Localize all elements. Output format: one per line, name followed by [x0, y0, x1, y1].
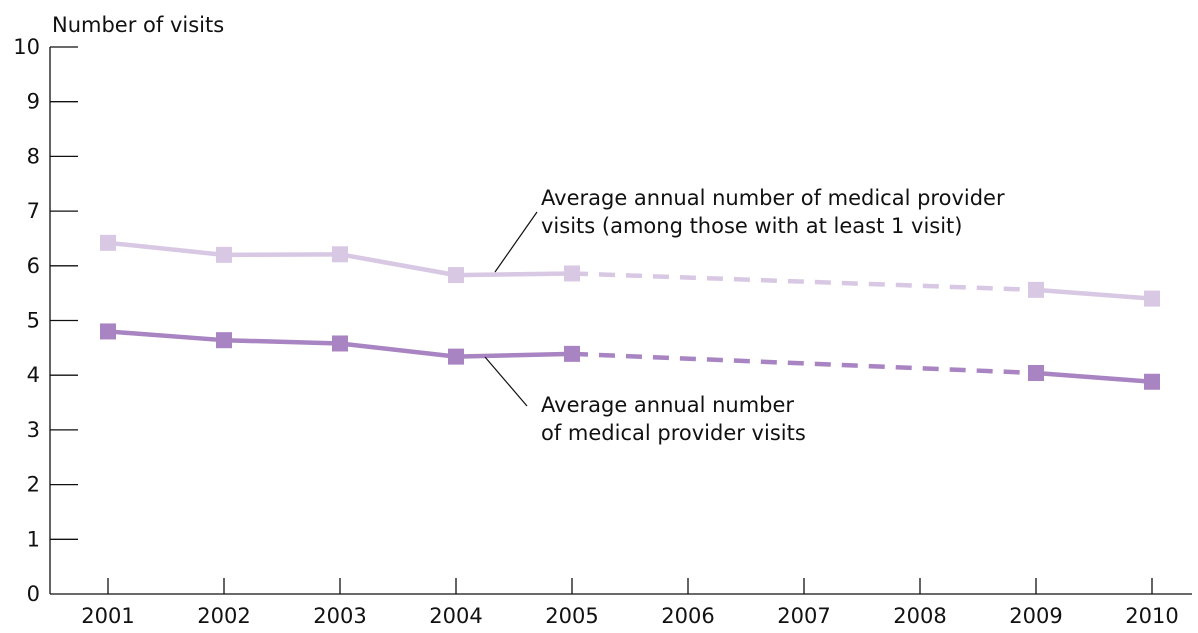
series-0-line-segment: [339, 252, 457, 278]
series-1-line-segment: [455, 351, 573, 359]
x-tick-label: 2010: [1125, 604, 1178, 628]
series-0-label-line: Average annual number of medical provide…: [541, 186, 1005, 210]
series-0-line-segment: [455, 271, 573, 278]
series-1-leader-line: [484, 356, 528, 407]
series-0-dashed-segment: [571, 271, 1037, 293]
series-1-marker: [448, 348, 464, 365]
series-0-leader-line: [494, 211, 538, 273]
series-1-marker: [216, 332, 232, 349]
y-tick-label: 9: [27, 90, 40, 114]
x-tick-label: 2004: [429, 604, 482, 628]
series-0-label-line: visits (among those with at least 1 visi…: [541, 214, 962, 238]
x-tick-label: 2006: [661, 604, 714, 628]
y-tick-label: 4: [27, 363, 40, 387]
y-tick-label: 3: [27, 418, 40, 442]
x-tick-label: 2001: [81, 604, 134, 628]
series-0-line-segment: [1035, 287, 1153, 301]
y-tick-label: 10: [13, 35, 40, 59]
y-tick-label: 5: [27, 309, 40, 333]
series-lines: [107, 240, 1153, 385]
x-tick-label: 2005: [545, 604, 598, 628]
series-annotations: Average annual number of medical provide…: [484, 186, 1005, 445]
y-axis-title: Number of visits: [52, 13, 224, 37]
series-1-marker: [564, 345, 580, 362]
series-0-marker: [332, 246, 348, 263]
series-1-label-line: Average annual number: [541, 393, 794, 417]
series-1-marker: [1028, 365, 1044, 382]
series-0-line-segment: [223, 252, 341, 258]
series-0-marker: [448, 267, 464, 284]
y-tick-label: 8: [27, 144, 40, 168]
x-tick-label: 2009: [1009, 604, 1062, 628]
series-1-line-segment: [339, 341, 457, 359]
series-1-line-segment: [1035, 370, 1153, 385]
y-tick-label: 7: [27, 199, 40, 223]
x-tick-label: 2003: [313, 604, 366, 628]
series-1-line-segment: [107, 329, 225, 343]
x-tick-label: 2007: [777, 604, 830, 628]
series-1-marker: [100, 323, 116, 340]
y-tick-label: 2: [27, 473, 40, 497]
series-0-marker: [1028, 281, 1044, 298]
series-1-marker: [332, 335, 348, 352]
y-tick-label: 0: [27, 582, 40, 606]
x-tick-label: 2008: [893, 604, 946, 628]
y-tick-label: 1: [27, 527, 40, 551]
series-1-marker: [1144, 373, 1160, 390]
series-0-marker: [564, 265, 580, 282]
series-0-marker: [1144, 290, 1160, 307]
x-tick-label: 2002: [197, 604, 250, 628]
series-1-dashed-segment: [571, 351, 1037, 376]
series-0-line-segment: [107, 240, 225, 258]
series-1-line-segment: [223, 337, 341, 346]
series-0-marker: [100, 234, 116, 251]
axes: 0 1 2 3 4 5 6 7 8 9 10 2001 2002 2003 2004 2005 2006 2007…: [13, 35, 1192, 628]
series-0-marker: [216, 246, 232, 263]
series-markers: [100, 234, 1160, 390]
y-tick-label: 6: [27, 254, 40, 278]
series-1-label-line: of medical provider visits: [541, 421, 806, 445]
